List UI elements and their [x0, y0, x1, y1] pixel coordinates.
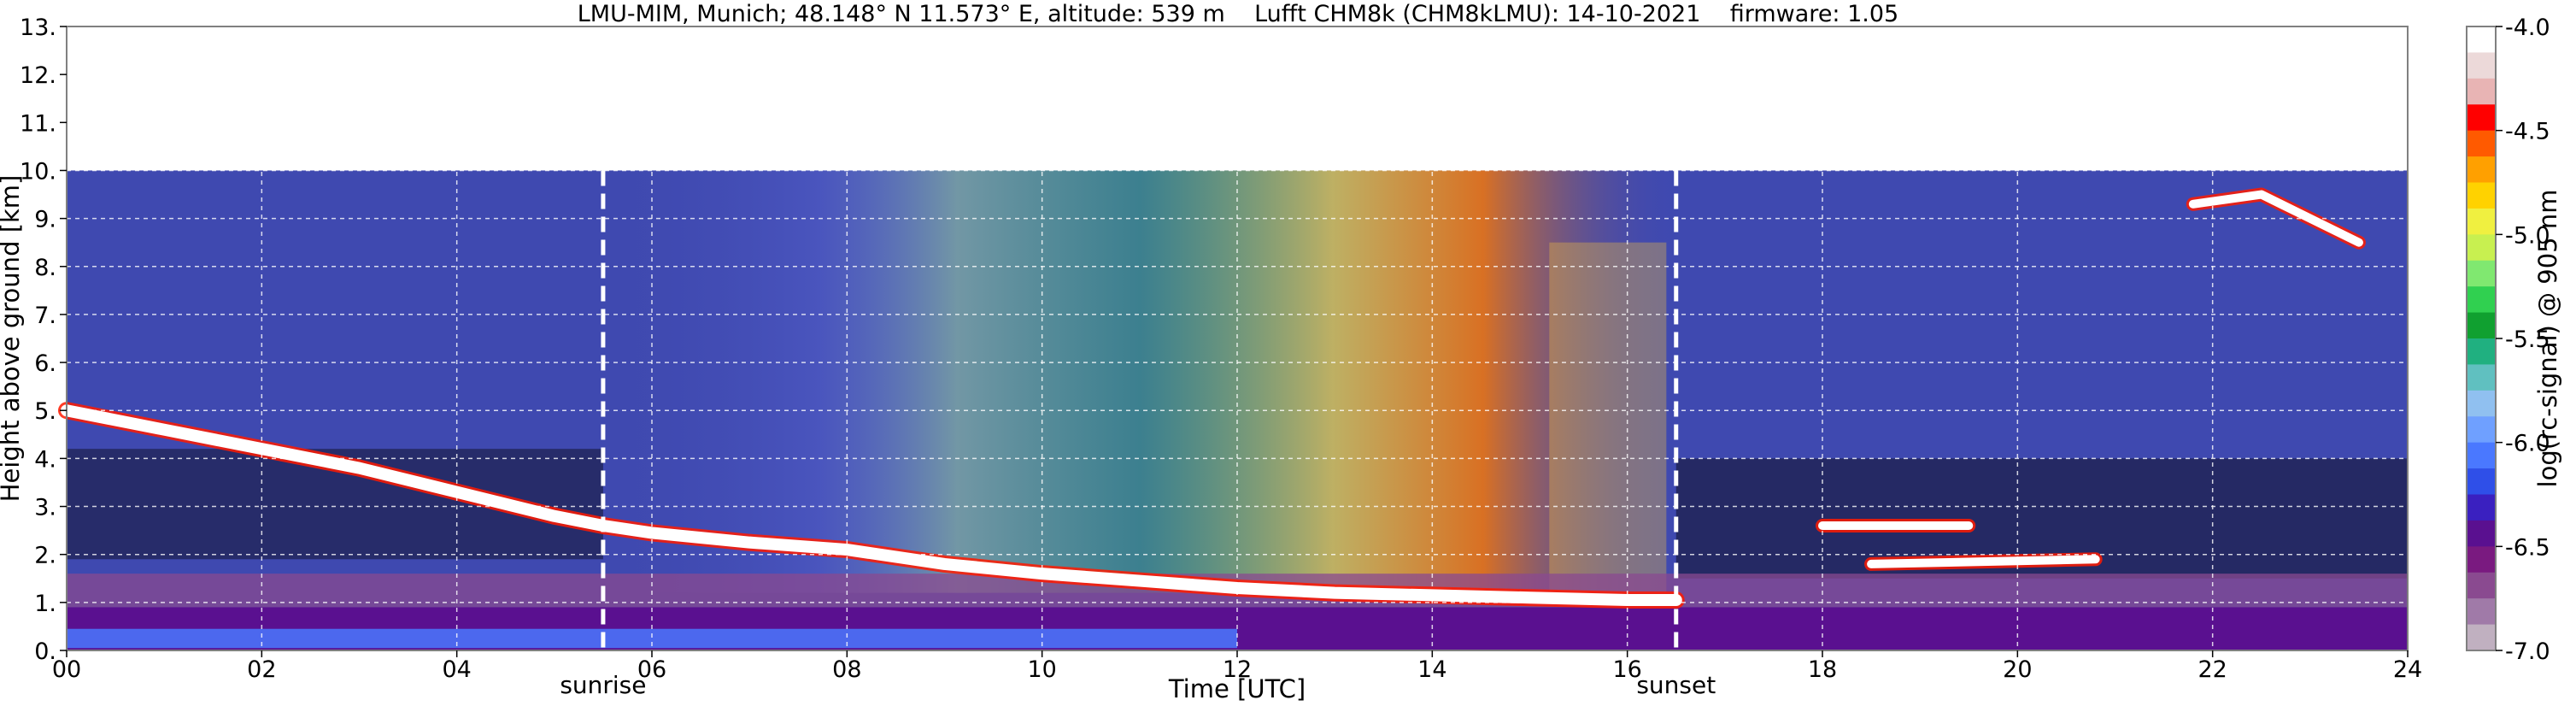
x-tick-label-2: 04: [442, 656, 471, 683]
y-axis-label: Height above ground [km]: [0, 175, 25, 503]
colorbar-cell-14: [2467, 390, 2496, 417]
surface-layer-core: [67, 628, 1237, 649]
y-tick-label-12: 12.: [20, 62, 56, 89]
sun-marker-label-sunset: sunset: [1636, 671, 1716, 699]
x-tick-label-1: 02: [247, 656, 276, 683]
colorbar-cell-0: [2467, 26, 2496, 53]
chart-title: LMU-MIM, Munich; 48.148° N 11.573° E, al…: [578, 1, 1898, 27]
aerosol-haze-plumes: [602, 170, 1676, 593]
y-tick-label-4: 4.: [34, 446, 56, 473]
x-axis-ticks: 00 02 04 06 08 10 12 14 16 18 20 22 24: [52, 650, 2422, 683]
y-tick-label-11: 11.: [20, 110, 56, 137]
y-tick-label-1: 1.: [34, 591, 56, 617]
x-tick-label-5: 10: [1027, 656, 1056, 683]
colorbar-label: log(rc-signal) @ 905 nm: [2533, 190, 2562, 488]
y-tick-label-5: 5.: [34, 398, 56, 425]
y-tick-label-10: 10.: [20, 158, 56, 185]
colorbar-cell-18: [2467, 494, 2496, 521]
colorbar-cell-23: [2467, 624, 2496, 651]
colorbar-cell-3: [2467, 104, 2496, 132]
colorbar-cell-17: [2467, 468, 2496, 495]
colorbar-cells: [2467, 26, 2496, 651]
colorbar-cell-4: [2467, 130, 2496, 157]
y-tick-label-8: 8.: [34, 255, 56, 281]
colorbar-cell-22: [2467, 598, 2496, 626]
x-tick-label-12: 24: [2393, 656, 2422, 683]
x-tick-label-8: 16: [1612, 656, 1641, 683]
colorbar: -4.0 -4.5 -5.0 -5.5 -6.0 -6.5 -7.0 log(rc-sign…: [2466, 15, 2562, 665]
colorbar-cell-7: [2467, 208, 2496, 235]
y-tick-label-6: 6.: [34, 350, 56, 377]
x-tick-label-6: 12: [1223, 656, 1252, 683]
colorbar-cell-20: [2467, 546, 2496, 574]
colorbar-tick-label-1: -4.5: [2505, 119, 2550, 145]
colorbar-cell-16: [2467, 442, 2496, 469]
afternoon-plume: [1549, 242, 1667, 593]
colorbar-cell-13: [2467, 364, 2496, 391]
y-tick-label-9: 9.: [34, 207, 56, 233]
colorbar-cell-6: [2467, 182, 2496, 209]
colorbar-cell-1: [2467, 52, 2496, 79]
x-tick-label-10: 20: [2003, 656, 2032, 683]
colorbar-tick-label-4: -6.0: [2505, 431, 2550, 457]
x-tick-label-3: 06: [637, 656, 666, 683]
colorbar-tick-label-5: -6.5: [2505, 534, 2550, 561]
y-axis-ticks: 0. 1. 2. 3. 4. 5. 6. 7. 8. 9. 10. 11. 12. 13.: [20, 15, 67, 665]
y-tick-label-0: 0.: [34, 638, 56, 665]
x-tick-label-7: 14: [1417, 656, 1446, 683]
x-tick-label-9: 18: [1808, 656, 1837, 683]
sun-marker-label-sunrise: sunrise: [560, 671, 646, 699]
colorbar-cell-19: [2467, 520, 2496, 547]
x-tick-label-4: 08: [832, 656, 861, 683]
y-tick-label-13: 13.: [20, 15, 56, 41]
x-tick-label-11: 22: [2198, 656, 2227, 683]
colorbar-ticks: -4.0 -4.5 -5.0 -5.5 -6.0 -6.5 -7.0: [2496, 15, 2550, 665]
x-axis-label: Time [UTC]: [1168, 674, 1306, 703]
colorbar-cell-5: [2467, 156, 2496, 183]
colorbar-cell-10: [2467, 286, 2496, 314]
colorbar-cell-9: [2467, 260, 2496, 287]
y-tick-label-7: 7.: [34, 303, 56, 329]
plot-area: [58, 26, 2409, 651]
colorbar-cell-12: [2467, 338, 2496, 365]
sun-markers: [601, 170, 1679, 650]
colorbar-cell-15: [2467, 416, 2496, 444]
colorbar-cell-8: [2467, 234, 2496, 262]
feature-line-2: [1867, 555, 2100, 568]
colorbar-tick-label-6: -7.0: [2505, 638, 2550, 665]
feature-line-3: [2188, 190, 2363, 247]
y-tick-label-2: 2.: [34, 543, 56, 569]
colorbar-tick-label-2: -5.0: [2505, 222, 2550, 249]
y-tick-label-3: 3.: [34, 495, 56, 521]
colorbar-tick-label-0: -4.0: [2505, 15, 2550, 41]
colorbar-tick-label-3: -5.5: [2505, 327, 2550, 353]
daytime-haze: [602, 170, 1676, 593]
colorbar-cell-11: [2467, 312, 2496, 339]
colorbar-cell-2: [2467, 78, 2496, 105]
x-tick-label-0: 00: [52, 656, 81, 683]
colorbar-cell-21: [2467, 572, 2496, 599]
